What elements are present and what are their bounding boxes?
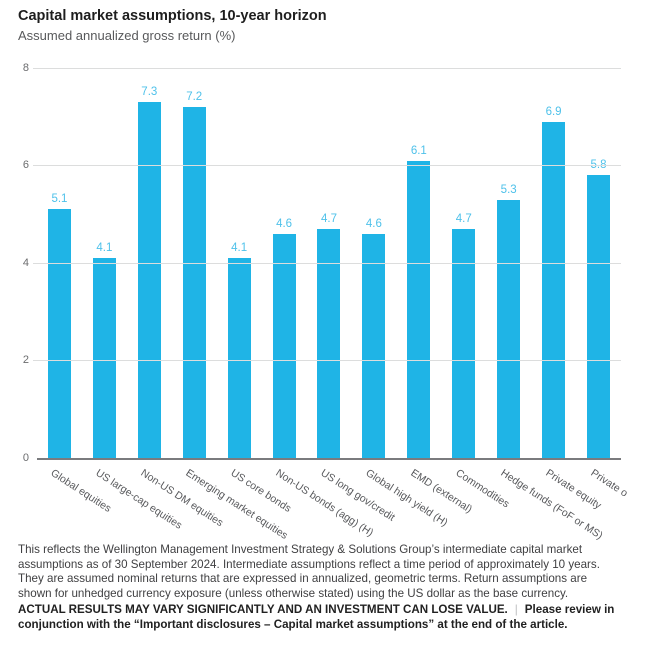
disclaimer: ACTUAL RESULTS MAY VARY SIGNIFICANTLY AN… bbox=[18, 602, 644, 632]
y-axis-tick-4: 4 bbox=[22, 256, 29, 269]
chart-subtitle: Assumed annualized gross return (%) bbox=[18, 28, 236, 43]
bar-slot: 6.9 bbox=[531, 68, 576, 458]
bar-value-label: 7.3 bbox=[141, 86, 158, 99]
bar-value-label: 7.2 bbox=[186, 91, 203, 103]
bar-value-label: 4.6 bbox=[276, 217, 293, 230]
bar-emerging-market-equities bbox=[182, 107, 206, 458]
bar-slot: 4.6 bbox=[262, 68, 307, 458]
bar-private-equity bbox=[542, 121, 566, 458]
disclaimer-bold-statement: ACTUAL RESULTS MAY VARY SIGNIFICANTLY AN… bbox=[18, 603, 508, 616]
bar-value-label: 4.6 bbox=[365, 217, 382, 230]
bar-slot: 4.1 bbox=[82, 68, 127, 458]
gridline-y8 bbox=[33, 67, 621, 69]
bar-value-label: 4.7 bbox=[320, 212, 337, 225]
bar-hedge-funds-fof-or-ms- bbox=[497, 199, 521, 458]
gridline-y4 bbox=[33, 262, 621, 264]
bar-value-label: 4.7 bbox=[455, 212, 472, 225]
y-axis-tick-6: 6 bbox=[22, 159, 29, 171]
bar-slot: 7.3 bbox=[127, 68, 172, 458]
bar-emd-external- bbox=[407, 160, 431, 458]
y-axis-tick-0: 0 bbox=[22, 451, 29, 464]
bar-slot: 4.1 bbox=[217, 68, 262, 458]
bar-value-label: 6.9 bbox=[545, 105, 562, 118]
bar-non-us-dm-equities bbox=[137, 102, 161, 458]
bar-us-core-bonds bbox=[227, 258, 251, 458]
bar-slot: 6.1 bbox=[396, 68, 441, 458]
bars-container: 5.1 4.1 7.3 7.2 4.1 4.6 4.7 4.6 6.1 4.7 5.3 6.9 5.8 bbox=[37, 68, 621, 458]
y-axis-tick-8: 8 bbox=[22, 61, 29, 74]
bar-global-equities bbox=[47, 209, 71, 458]
y-axis-tick-2: 2 bbox=[22, 354, 29, 366]
bar-slot: 5.1 bbox=[37, 68, 82, 458]
gridline-y6 bbox=[33, 165, 621, 166]
bar-slot: 4.6 bbox=[351, 68, 396, 458]
bar-commodities bbox=[452, 228, 476, 458]
gridline-y2 bbox=[33, 360, 621, 361]
bar-value-label: 5.3 bbox=[500, 183, 517, 196]
bar-us-long-gov-credit bbox=[317, 228, 341, 458]
x-axis-label: Global high yield (H) bbox=[363, 467, 450, 529]
chart-title: Capital market assumptions, 10-year hori… bbox=[18, 8, 327, 24]
bar-private-o bbox=[587, 175, 611, 458]
disclaimer-review-note: Please review in conjunction with the “I… bbox=[18, 603, 615, 631]
bar-value-label: 4.1 bbox=[96, 242, 113, 255]
disclaimer-separator: | bbox=[514, 603, 518, 616]
bar-slot: 4.7 bbox=[307, 68, 352, 458]
bar-value-label: 5.1 bbox=[51, 193, 68, 206]
bar-non-us-bonds-agg-h- bbox=[272, 233, 296, 458]
bar-global-high-yield-h- bbox=[362, 233, 386, 458]
bar-slot: 4.7 bbox=[441, 68, 486, 458]
bar-us-large-cap-equities bbox=[92, 258, 116, 458]
bar-slot: 5.3 bbox=[486, 68, 531, 458]
footnote-text: This reflects the Wellington Management … bbox=[18, 543, 600, 600]
bar-value-label: 6.1 bbox=[410, 144, 427, 157]
plot-area: 5.1 4.1 7.3 7.2 4.1 4.6 4.7 4.6 6.1 4.7 5.3 6.9 5.8 bbox=[33, 67, 621, 460]
bar-value-label: 4.1 bbox=[231, 242, 248, 255]
bar-slot: 7.2 bbox=[172, 68, 217, 458]
x-axis-label: US long gov/credit bbox=[318, 467, 397, 524]
